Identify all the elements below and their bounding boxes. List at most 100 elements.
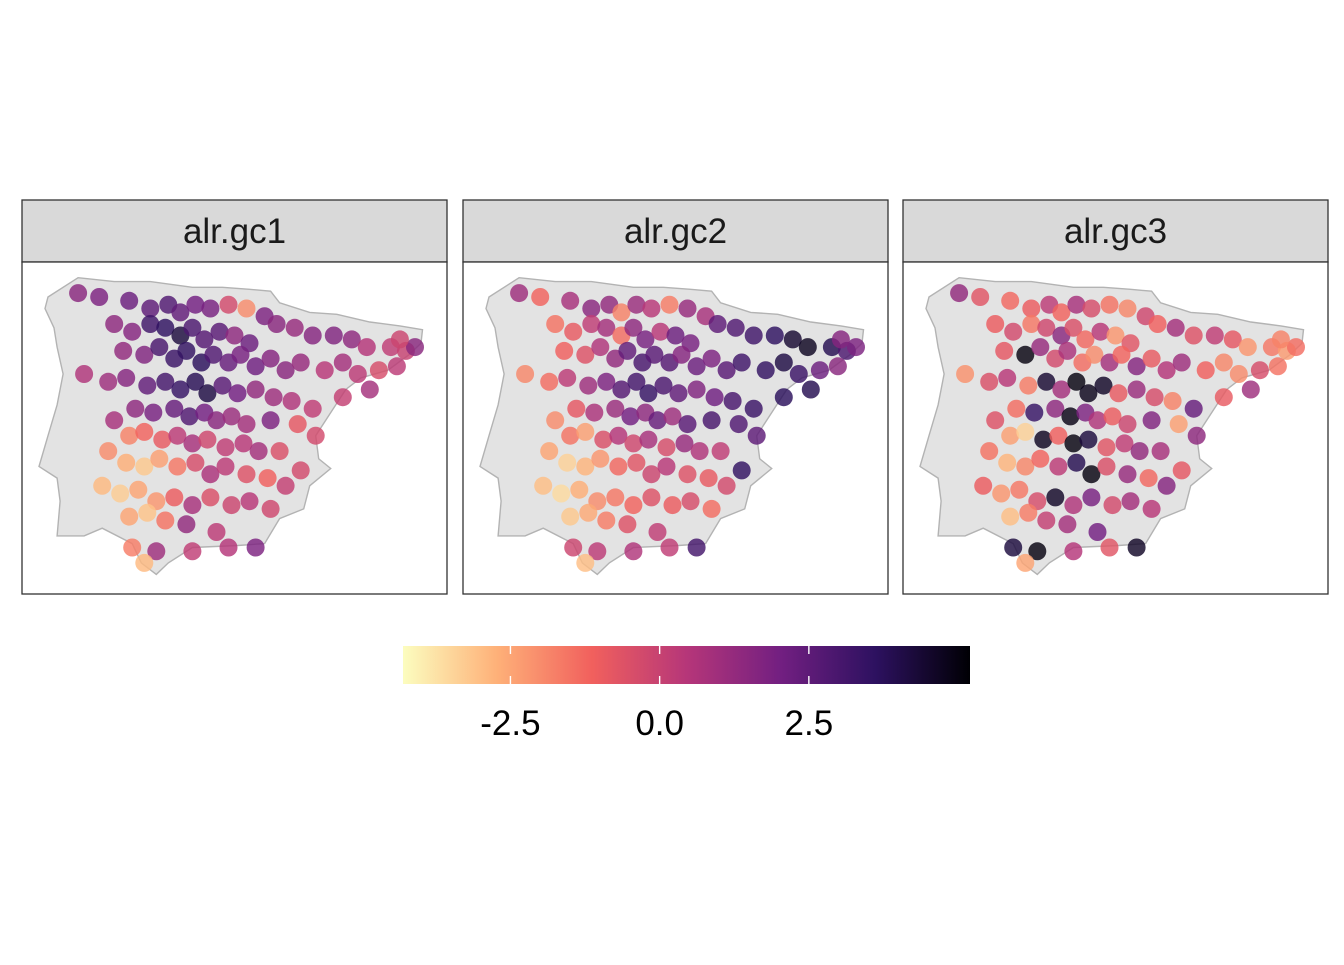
sample-point [1079, 384, 1098, 403]
sample-point [258, 469, 277, 488]
sample-point [711, 442, 730, 461]
iberia-land-shape [38, 276, 424, 576]
sample-point [1271, 330, 1290, 349]
sample-point [1046, 488, 1065, 507]
sample-point [1184, 399, 1203, 418]
sample-point [663, 407, 682, 426]
sample-point [1022, 315, 1041, 333]
sample-point [1142, 499, 1161, 518]
sample-point [1049, 426, 1068, 445]
sample-point [1157, 361, 1176, 380]
sample-point [225, 326, 244, 345]
sample-point [636, 330, 655, 349]
sample-point [660, 295, 679, 314]
sample-point [369, 361, 388, 380]
sample-point [702, 499, 721, 518]
sample-point [1082, 488, 1101, 507]
sample-point [986, 411, 1005, 430]
sample-point [657, 438, 676, 457]
sample-point [207, 411, 226, 430]
sample-point [156, 511, 175, 530]
sample-point [624, 434, 643, 453]
sample-point [207, 523, 226, 541]
sample-point [1001, 426, 1020, 445]
sample-point [621, 407, 640, 426]
sample-point [150, 449, 169, 468]
sample-point [135, 345, 154, 364]
sample-point [579, 376, 598, 395]
sample-point [1025, 403, 1044, 422]
sample-point [612, 380, 631, 399]
sample-point [138, 376, 157, 395]
sample-point [210, 322, 229, 341]
sample-point [1163, 392, 1182, 410]
sample-point [564, 538, 583, 557]
facet-strip-background [462, 199, 889, 263]
color-bar-tick-label: 2.5 [785, 704, 834, 743]
sample-point [267, 315, 286, 333]
sample-point [1091, 322, 1110, 341]
sample-point [992, 484, 1011, 503]
sample-point [105, 411, 124, 430]
sample-point [213, 376, 232, 395]
point-layer [950, 284, 1305, 572]
sample-point [1082, 299, 1101, 318]
sample-point [1079, 430, 1098, 449]
sample-point [810, 361, 829, 380]
sample-point [576, 457, 595, 476]
sample-point [675, 434, 694, 453]
sample-point [576, 553, 595, 572]
sample-point [1085, 345, 1104, 364]
sample-point [612, 303, 631, 322]
sample-point [1028, 542, 1047, 561]
sample-point [1001, 507, 1020, 526]
sample-point [546, 411, 565, 430]
sample-point [1031, 338, 1050, 357]
sample-point [561, 507, 580, 526]
sample-point [153, 430, 172, 449]
sample-point [1052, 380, 1071, 399]
sample-point [1127, 538, 1146, 557]
sample-point [177, 515, 196, 534]
sample-point [627, 295, 646, 314]
sample-point [564, 322, 583, 341]
sample-point [315, 361, 334, 380]
sample-point [756, 361, 775, 380]
iberia-land-shape [919, 276, 1305, 576]
sample-point [201, 299, 220, 318]
sample-point [639, 430, 658, 449]
sample-point [1097, 457, 1116, 476]
sample-point [1148, 315, 1167, 333]
sample-point [306, 426, 325, 445]
sample-point [1058, 341, 1077, 360]
sample-point [237, 299, 256, 318]
sample-point [168, 457, 187, 476]
sample-point [708, 315, 727, 333]
sample-point [552, 484, 571, 503]
sample-point [201, 488, 220, 507]
sample-point [660, 538, 679, 557]
sample-point [246, 380, 265, 399]
sample-point [627, 453, 646, 472]
sample-point [546, 315, 565, 333]
sample-point [1106, 326, 1125, 345]
sample-point [1118, 415, 1137, 434]
sample-point [534, 476, 553, 495]
sample-point [1100, 295, 1119, 314]
sample-point [276, 361, 295, 380]
sample-point [348, 365, 367, 383]
sample-point [291, 353, 310, 372]
sample-point [645, 345, 664, 364]
sample-point [687, 357, 706, 376]
sample-point [678, 465, 697, 484]
sample-point [624, 318, 643, 337]
sample-point [654, 376, 673, 395]
sample-point [1145, 388, 1164, 407]
sample-point [120, 426, 139, 445]
sample-point [555, 341, 574, 360]
sample-point [177, 341, 196, 360]
sample-point [1142, 349, 1161, 368]
sample-point [390, 330, 409, 349]
sample-point [342, 330, 361, 349]
sample-point [123, 538, 142, 557]
